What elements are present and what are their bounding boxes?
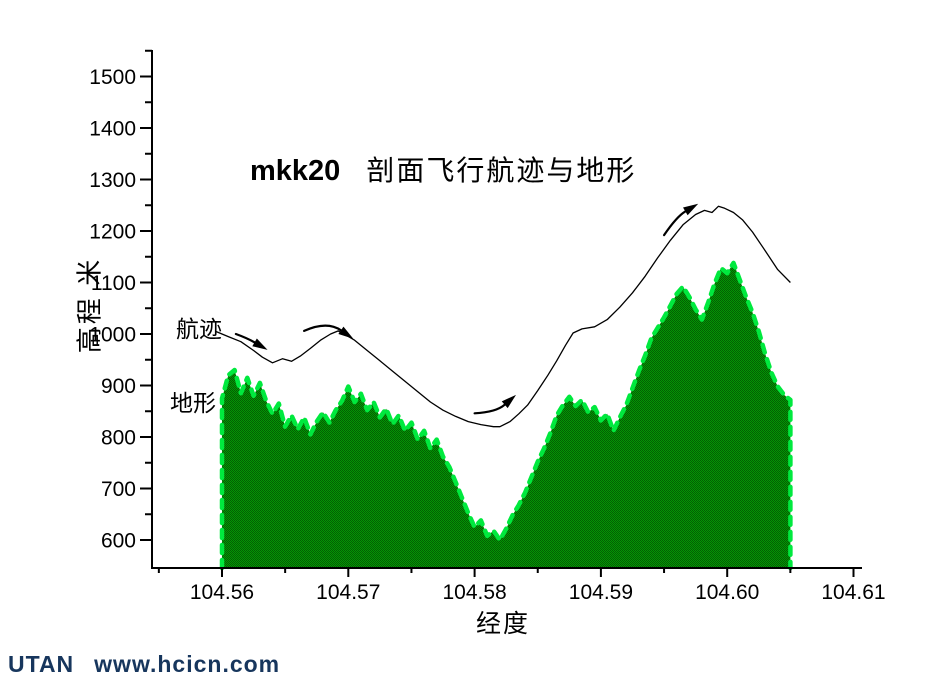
terrain-edge — [219, 260, 793, 571]
axis-lines — [151, 50, 862, 569]
series-label-terrain: 地形 — [170, 391, 216, 416]
flight-direction-arrow-tail — [662, 210, 687, 237]
y-axis-title: 高程 米 — [75, 256, 105, 354]
y-axis-tick-label: 1200 — [89, 221, 136, 244]
flight-direction-arrow-tail — [234, 332, 256, 344]
chart-title-prefix: mkk20 — [250, 155, 341, 187]
flight-direction-arrow-head — [683, 203, 699, 216]
y-axis-tick-label: 1500 — [89, 66, 136, 89]
flight-direction-arrow-head — [252, 338, 268, 350]
watermark-url: www.hcicn.com — [94, 651, 281, 677]
flight-path-line — [215, 205, 791, 428]
x-axis-tick-label: 104.60 — [695, 581, 759, 604]
watermark-brand: UTAN — [8, 651, 75, 677]
flight-direction-arrow-head — [501, 394, 517, 409]
watermark: UTAN www.hcicn.com — [8, 651, 280, 678]
x-axis-tick-label: 104.59 — [569, 581, 633, 604]
y-axis-tick-label: 1300 — [89, 169, 136, 192]
chart-title-text: 剖面飞行航迹与地形 — [366, 156, 637, 187]
flight-direction-arrow-tail — [473, 403, 506, 415]
flight-direction-arrow-tail — [302, 324, 343, 333]
y-axis-tick-label: 1400 — [89, 118, 136, 141]
chart-title: mkk20 剖面飞行航迹与地形 — [250, 149, 636, 189]
y-axis-tick-label: 600 — [101, 530, 136, 553]
x-axis-tick-label: 104.61 — [821, 581, 885, 604]
y-axis-tick-label: 1000 — [89, 324, 136, 347]
x-axis-tick-label: 104.57 — [316, 581, 380, 604]
y-axis-tick-label: 1100 — [91, 272, 136, 295]
x-axis-title: 经度 — [475, 611, 531, 638]
terrain-area — [222, 262, 791, 568]
y-axis-tick-label: 800 — [101, 427, 136, 450]
x-axis-tick-label: 104.56 — [190, 581, 254, 604]
y-axis-tick-label: 700 — [101, 478, 136, 501]
x-axis-tick-label: 104.58 — [442, 581, 506, 604]
y-axis-tick-label: 900 — [101, 375, 136, 398]
flight-direction-arrow-head — [338, 326, 354, 339]
series-label-flight-track: 航迹 — [176, 317, 222, 342]
